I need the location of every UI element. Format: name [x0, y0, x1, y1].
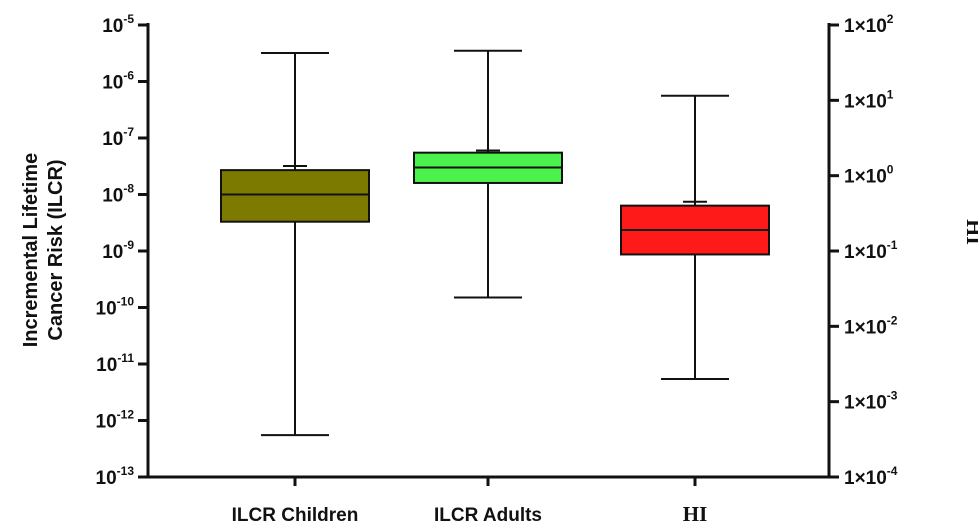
left-tick-base: 10: [102, 242, 123, 263]
right-tick-label: 1×10-1: [844, 238, 898, 263]
right-tick-exponent: -3: [887, 389, 898, 403]
category-labels: ILCR Children ILCR Adults HI: [232, 502, 708, 526]
left-tick-base: 10: [96, 468, 117, 489]
right-tick-exponent: -1: [887, 238, 898, 252]
category-label: HI: [683, 502, 708, 526]
left-tick-label: 10-5: [102, 12, 134, 37]
left-tick-exponent: -7: [123, 125, 134, 139]
right-tick-exponent: 0: [887, 163, 894, 177]
left-tick-label: 10-11: [96, 351, 134, 376]
category-label: ILCR Adults: [434, 505, 542, 526]
left-tick-exponent: -10: [117, 295, 135, 309]
right-tick-label: 1×10-3: [844, 389, 898, 414]
left-tick-base: 10: [96, 412, 117, 433]
box-ilcr-children: [220, 51, 370, 437]
left-tick-exponent: -8: [123, 182, 134, 196]
left-tick-label: 10-10: [96, 295, 135, 320]
left-tick-exponent: -9: [123, 238, 134, 252]
left-tick-base: 10: [102, 129, 123, 150]
right-tick-exponent: -4: [887, 464, 898, 478]
left-tick-exponent: -13: [117, 464, 135, 478]
right-tick-label: 1×102: [844, 12, 894, 37]
left-tick-base: 10: [96, 355, 117, 376]
left-tick-base: 10: [102, 16, 123, 37]
right-tick-base: 1×10: [844, 242, 887, 263]
x-axis: [147, 475, 829, 486]
left-tick-label: 10-13: [96, 464, 135, 489]
right-tick-base: 1×10: [844, 317, 887, 338]
left-tick-base: 10: [102, 186, 123, 207]
y2-axis-label: HI: [962, 219, 978, 245]
right-tick-base: 1×10: [844, 16, 887, 37]
category-label: ILCR Children: [232, 505, 359, 526]
box-hi: [620, 94, 770, 380]
right-tick-base: 1×10: [844, 393, 887, 414]
right-tick-exponent: -2: [887, 313, 898, 327]
right-tick-label: 1×10-2: [844, 313, 898, 338]
left-tick-label: 10-6: [102, 69, 134, 94]
right-tick-base: 1×10: [844, 167, 887, 188]
left-tick-base: 10: [96, 299, 117, 320]
y-axis-label: Incremental Lifetime Cancer Risk (ILCR): [20, 153, 67, 348]
left-tick-label: 10-12: [96, 408, 135, 433]
right-tick-base: 1×10: [844, 468, 887, 489]
left-tick-base: 10: [102, 73, 123, 94]
left-tick-exponent: -6: [123, 69, 134, 83]
right-tick-exponent: 1: [887, 87, 894, 101]
left-tick-label: 10-7: [102, 125, 134, 150]
left-tick-label: 10-8: [102, 182, 134, 207]
left-tick-exponent: -12: [117, 408, 135, 422]
y-axis-label-line-1: Incremental Lifetime: [20, 153, 42, 348]
box-ilcr-adults: [413, 49, 563, 299]
box-iqr: [220, 169, 370, 223]
left-tick-exponent: -5: [123, 12, 134, 26]
right-tick-label: 1×100: [844, 163, 894, 188]
left-tick-label: 10-9: [102, 238, 134, 263]
left-tick-exponent: -11: [117, 351, 134, 365]
right-tick-label: 1×10-4: [844, 464, 898, 489]
right-tick-base: 1×10: [844, 91, 887, 112]
right-tick-label: 1×101: [844, 87, 894, 112]
right-tick-exponent: 2: [887, 12, 894, 26]
box-series: [220, 49, 770, 437]
y-axis-label-line-2: Cancer Risk (ILCR): [45, 159, 67, 340]
